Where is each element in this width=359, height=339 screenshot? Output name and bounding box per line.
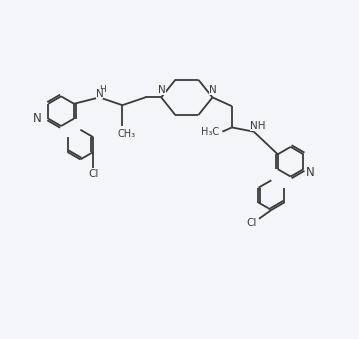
Text: Cl: Cl [88,169,98,179]
Text: Cl: Cl [247,218,257,228]
Text: NH: NH [250,121,266,132]
Text: N: N [158,85,166,95]
Text: N: N [209,85,217,95]
Text: N: N [33,112,42,125]
Text: H: H [99,85,106,94]
Text: N: N [95,89,103,99]
Text: H₃C: H₃C [201,127,219,137]
Text: N: N [306,166,314,179]
Text: CH₃: CH₃ [117,129,136,139]
